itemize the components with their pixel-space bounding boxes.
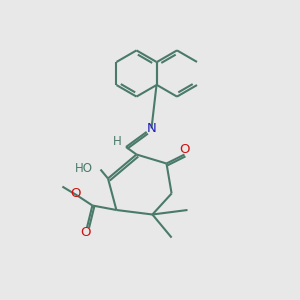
Text: O: O — [71, 187, 81, 200]
Text: N: N — [147, 122, 156, 135]
Text: H: H — [113, 135, 122, 148]
Text: O: O — [80, 226, 91, 239]
Text: HO: HO — [75, 162, 93, 175]
Text: O: O — [179, 142, 190, 156]
